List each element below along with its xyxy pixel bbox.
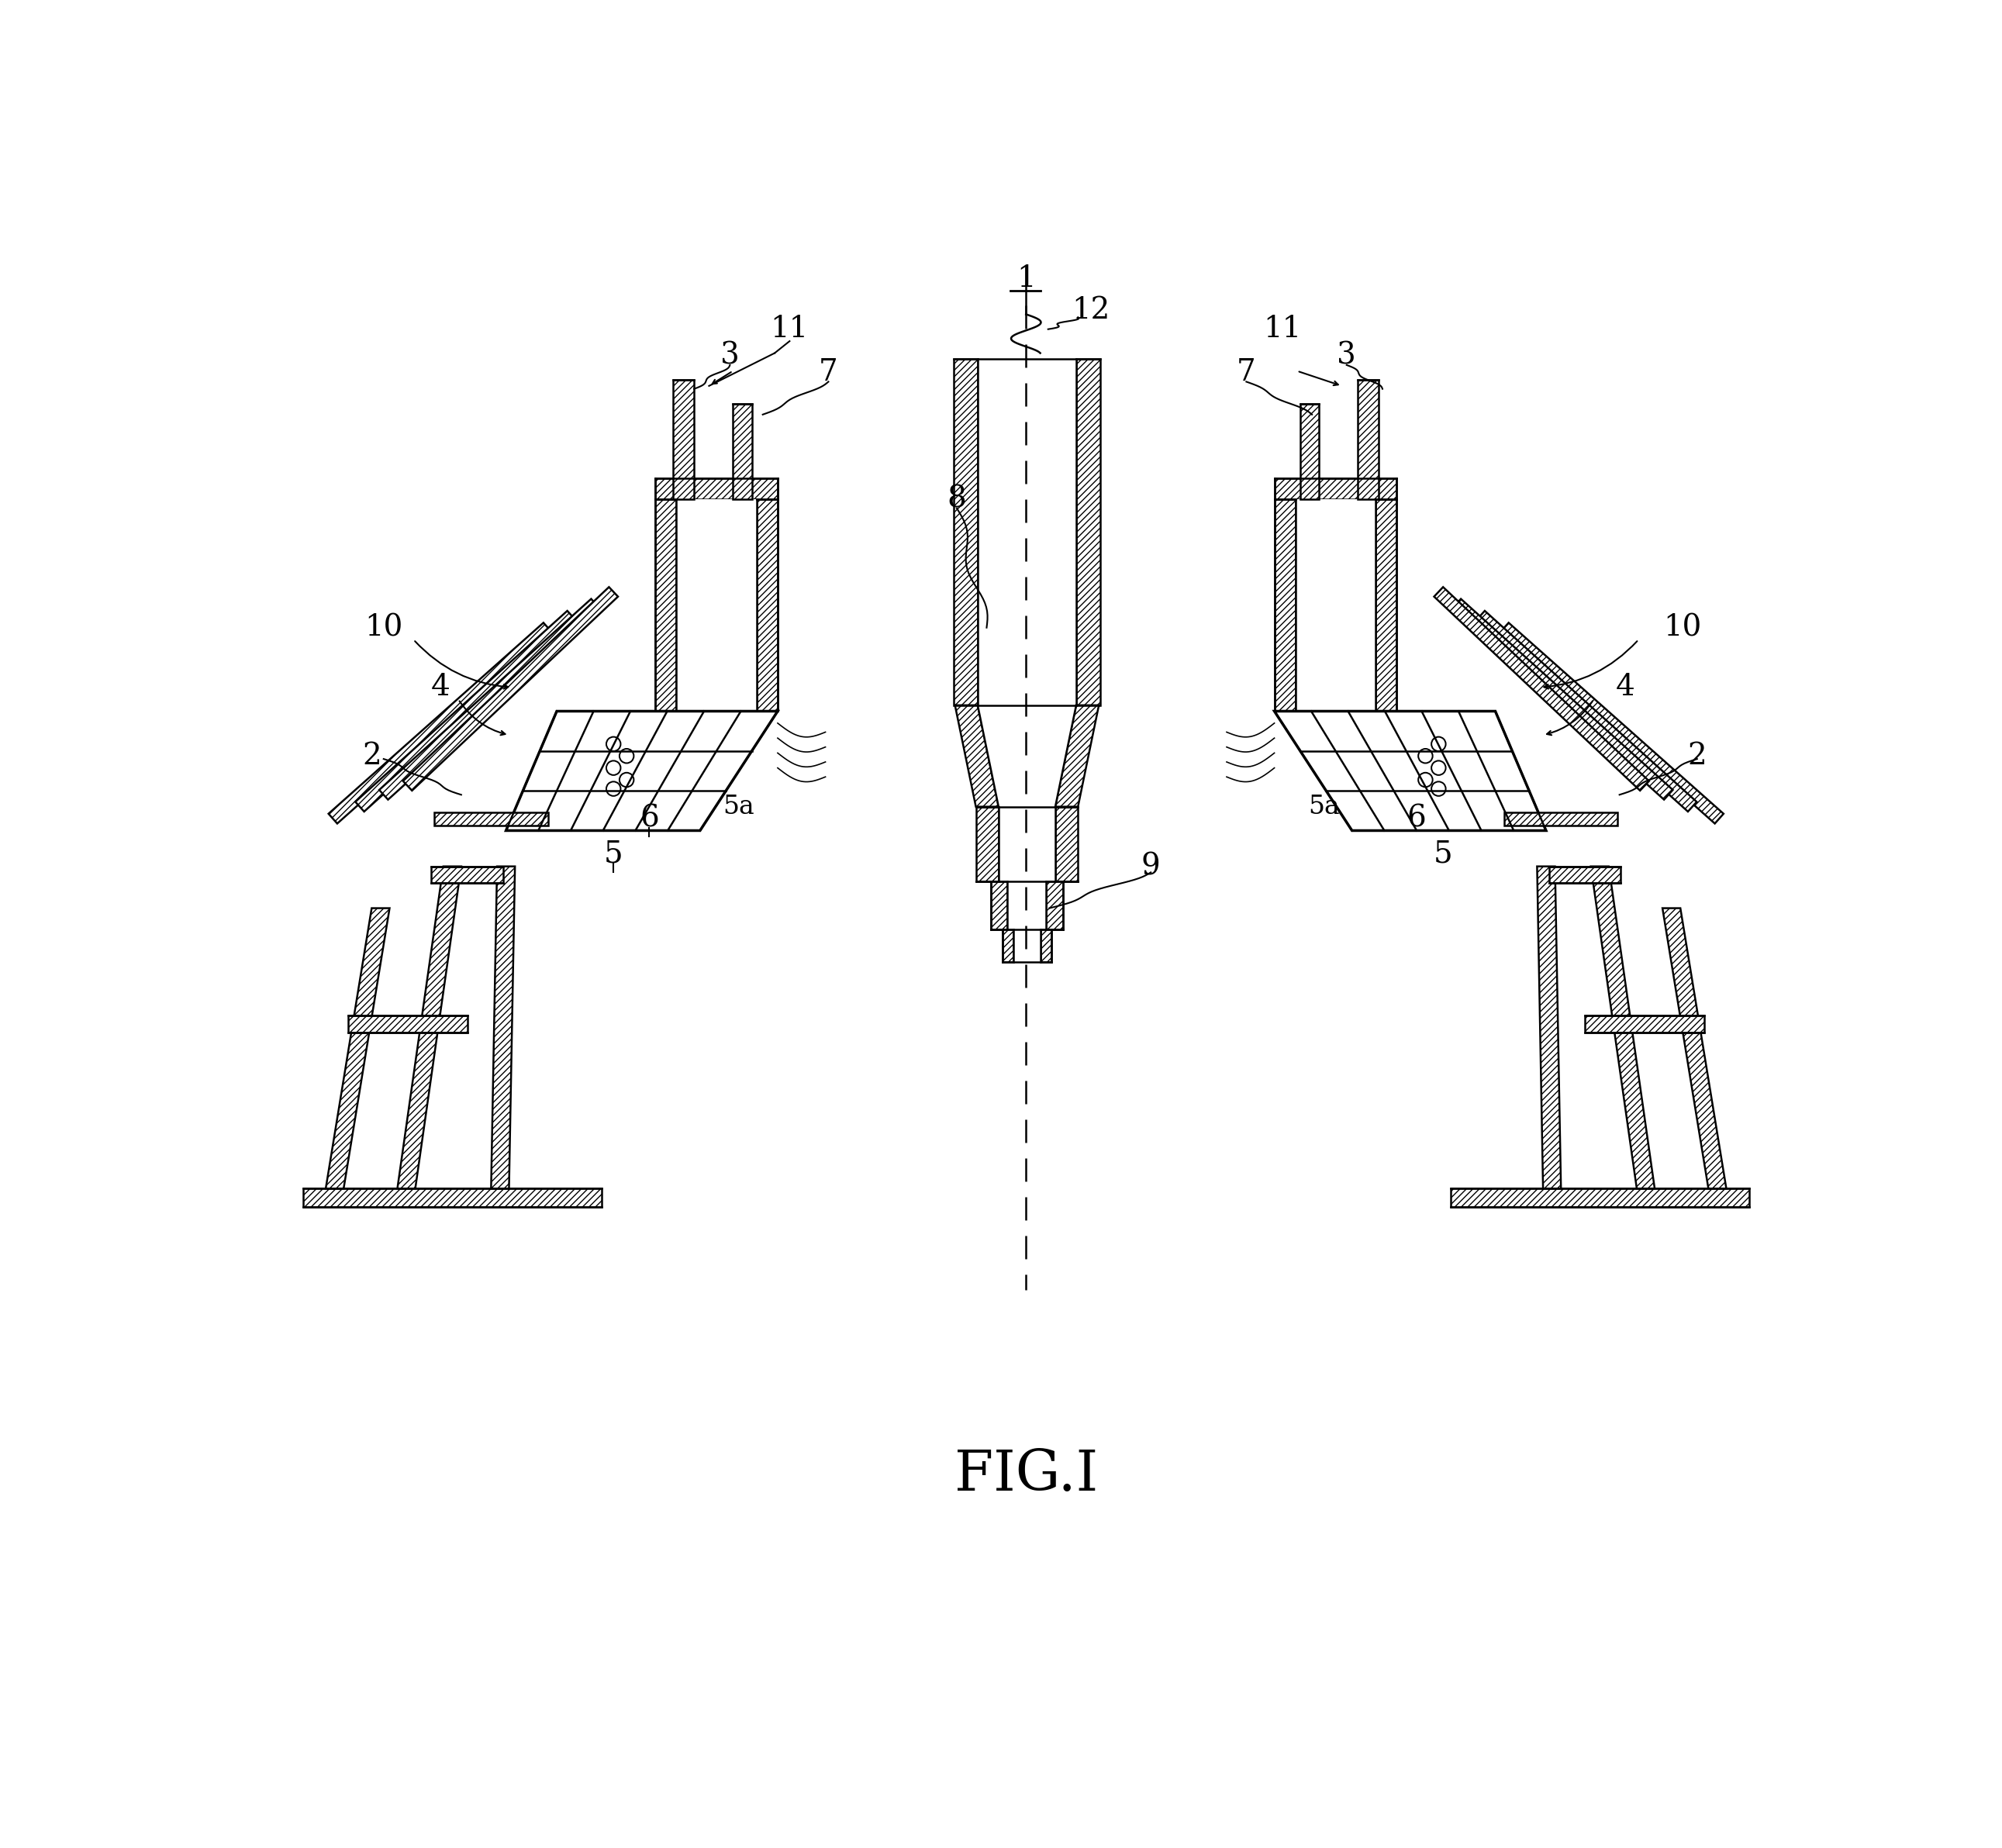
Polygon shape [402, 588, 619, 791]
Bar [733, 405, 753, 499]
Text: 6: 6 [641, 804, 659, 833]
Bar [655, 479, 777, 499]
Text: 9: 9 [1141, 852, 1161, 881]
Polygon shape [955, 706, 999, 808]
Polygon shape [378, 599, 601, 800]
Polygon shape [490, 867, 515, 1188]
Bar [1357, 381, 1379, 499]
Text: 2: 2 [362, 741, 380, 771]
Polygon shape [1433, 588, 1650, 791]
Polygon shape [1592, 867, 1656, 1188]
Bar [1047, 881, 1063, 930]
Text: 3: 3 [721, 342, 739, 370]
Bar [975, 808, 999, 881]
Polygon shape [1451, 599, 1674, 800]
Text: 5a: 5a [723, 795, 755, 819]
Text: 6: 6 [1407, 804, 1425, 833]
Text: 4: 4 [1616, 673, 1636, 702]
Bar [1451, 1188, 1750, 1207]
Bar [434, 813, 549, 826]
Bar [673, 381, 695, 499]
Bar [1275, 499, 1295, 711]
Bar [1504, 813, 1618, 826]
Polygon shape [1055, 706, 1099, 808]
Bar [953, 359, 977, 706]
Bar [991, 881, 1007, 930]
Bar [302, 1188, 601, 1207]
Polygon shape [1499, 623, 1724, 824]
Text: FIG.I: FIG.I [955, 1447, 1097, 1502]
Bar [1299, 405, 1319, 499]
Polygon shape [1475, 612, 1698, 811]
Bar [1275, 479, 1397, 499]
Text: 5a: 5a [1307, 795, 1339, 819]
Polygon shape [1275, 711, 1546, 830]
Text: 12: 12 [1071, 296, 1111, 325]
Bar [1550, 867, 1622, 883]
Polygon shape [1662, 907, 1726, 1188]
Text: 7: 7 [1237, 359, 1255, 386]
Text: 5: 5 [1433, 841, 1453, 869]
Text: 7: 7 [819, 359, 839, 386]
Text: 10: 10 [364, 614, 402, 641]
Text: 11: 11 [1263, 314, 1301, 344]
Text: 8: 8 [947, 484, 967, 514]
Text: 5: 5 [605, 841, 623, 869]
Bar [348, 1016, 466, 1033]
Bar [1013, 930, 1041, 963]
Bar [1007, 881, 1047, 930]
Polygon shape [354, 612, 577, 811]
Text: 1: 1 [1017, 264, 1035, 292]
Bar [1055, 808, 1077, 881]
Polygon shape [326, 907, 390, 1188]
Polygon shape [1538, 867, 1562, 1188]
Polygon shape [977, 706, 1077, 808]
Bar [1586, 1016, 1704, 1033]
Text: 3: 3 [1337, 342, 1355, 370]
Bar [757, 499, 777, 711]
Bar [677, 499, 757, 711]
Text: 2: 2 [1688, 741, 1706, 771]
Polygon shape [396, 867, 460, 1188]
Text: 11: 11 [771, 314, 809, 344]
Bar [1295, 499, 1375, 711]
Bar [655, 499, 677, 711]
Text: 4: 4 [430, 673, 450, 702]
Bar [1041, 930, 1051, 963]
Polygon shape [328, 623, 553, 824]
Bar [977, 359, 1077, 706]
Bar [1375, 499, 1397, 711]
Bar [1003, 930, 1013, 963]
Text: 10: 10 [1664, 614, 1702, 641]
Bar [999, 808, 1055, 881]
Polygon shape [507, 711, 777, 830]
Bar [1077, 359, 1099, 706]
Bar [430, 867, 503, 883]
